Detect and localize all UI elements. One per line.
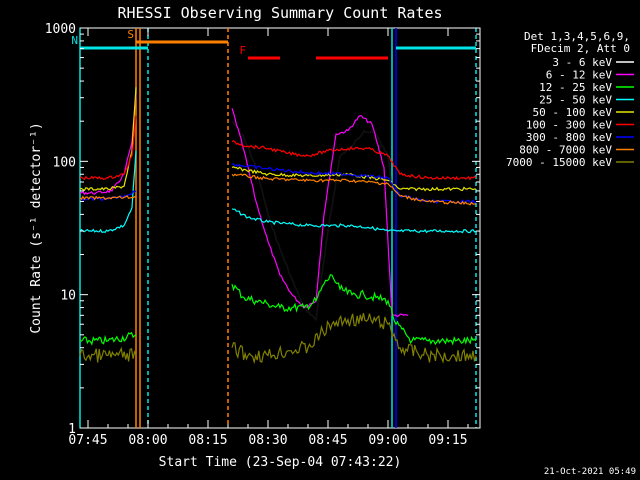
series-line-7 [79, 173, 477, 206]
legend-label-0: 3 - 6 keV [552, 56, 612, 69]
flag-label-2: F [239, 44, 246, 57]
x-tick-label-1: 08:00 [128, 433, 167, 448]
y-axis-label: Count Rate (s⁻¹ detector⁻¹) [29, 122, 44, 333]
legend-label-3: 25 - 50 keV [539, 94, 612, 107]
legend-label-8: 7000 - 15000 keV [506, 156, 612, 169]
y-tick-label-3: 1000 [45, 22, 76, 37]
legend-header-1: FDecim 2, Att 0 [531, 42, 630, 55]
legend-label-7: 800 - 7000 keV [519, 144, 612, 157]
x-tick-label-6: 09:15 [428, 433, 467, 448]
axes-ticks: 07:45 08:00 08:15 08:30 08:45 09:00 09:15 1 10 10… [45, 22, 480, 448]
series-line-0 [231, 120, 393, 322]
series-line-5 [79, 115, 477, 181]
legend-label-5: 100 - 300 keV [526, 119, 612, 132]
x-tick-label-3: 08:30 [248, 433, 287, 448]
footer-date: 21-Oct-2021 05:49 [544, 467, 636, 477]
x-tick-label-2: 08:15 [188, 433, 227, 448]
x-axis-label: Start Time (23-Sep-04 07:43:22) [159, 455, 402, 470]
y-tick-label-0: 1 [68, 422, 76, 437]
x-tick-label-5: 09:00 [368, 433, 407, 448]
series-line-8 [79, 312, 477, 365]
x-tick-label-4: 08:45 [308, 433, 347, 448]
chart-title: RHESSI Observing Summary Count Rates [117, 4, 442, 22]
legend-label-2: 12 - 25 keV [539, 81, 612, 94]
flag-label-1: N [71, 34, 78, 47]
legend-label-1: 6 - 12 keV [546, 69, 613, 82]
y-tick-label-2: 100 [53, 155, 76, 170]
series-line-3 [79, 150, 477, 234]
legend-label-6: 300 - 800 keV [526, 131, 612, 144]
legend: Det 1,3,4,5,6,9,FDecim 2, Att 03 - 6 keV… [506, 30, 634, 169]
series-lines [79, 87, 477, 365]
flag-bars: S N F [71, 28, 476, 60]
legend-label-4: 50 - 100 keV [533, 106, 613, 119]
x-tick-label-0: 07:45 [68, 433, 107, 448]
series-line-2 [79, 273, 477, 346]
flag-label-0: S [127, 28, 134, 41]
legend-header-0: Det 1,3,4,5,6,9, [524, 30, 630, 43]
y-tick-label-1: 10 [60, 289, 76, 304]
